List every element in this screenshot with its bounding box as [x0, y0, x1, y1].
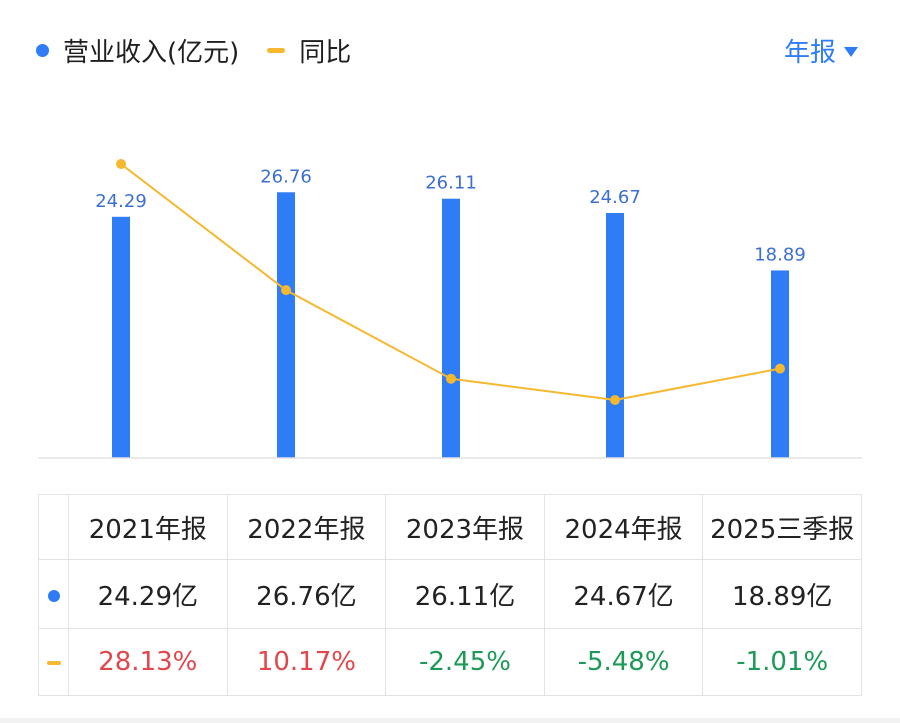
table-header-cell: 2021年报: [68, 494, 228, 560]
yoy-cell: 28.13%: [68, 628, 228, 696]
revenue-data-label: 26.76: [260, 166, 312, 187]
table-header-cell: 2022年报: [226, 494, 387, 560]
revenue-bar: [112, 216, 130, 458]
legend-revenue: 营业收入(亿元): [36, 32, 239, 69]
revenue-bars: [112, 192, 789, 458]
yoy-point: [446, 373, 456, 384]
revenue-dot-icon: [47, 590, 60, 602]
yoy-cell: -1.01%: [702, 628, 862, 696]
yoy-cell: -5.48%: [543, 628, 704, 696]
revenue-data-label: 26.11: [425, 173, 477, 194]
yoy-point: [116, 159, 126, 169]
revenue-cell: 24.67亿: [543, 559, 704, 629]
table-header-cell: 2023年报: [385, 494, 545, 560]
revenue-bar-labels: 24.29 26.76 26.11 24.67 18.89: [95, 166, 806, 265]
yoy-point: [775, 363, 785, 374]
revenue-cell: 26.76亿: [226, 559, 387, 629]
legend-yoy-dash-icon: [267, 47, 286, 53]
data-table: 2021年报 2022年报 2023年报 2024年报 2025三季报 24.2…: [38, 494, 862, 696]
table-corner-cell: [38, 494, 69, 560]
revenue-cell: 18.89亿: [702, 559, 862, 629]
table-row-yoy: 28.13% 10.17% -2.45% -5.48% -1.01%: [38, 628, 862, 696]
revenue-cell: 26.11亿: [385, 559, 545, 629]
yoy-dash-icon: [46, 660, 61, 665]
bottom-divider: [0, 718, 900, 723]
revenue-data-label: 24.29: [95, 191, 147, 212]
yoy-point: [281, 285, 291, 296]
revenue-bar: [606, 213, 624, 458]
revenue-bar: [442, 198, 460, 458]
legend-revenue-label: 营业收入(亿元): [63, 37, 240, 68]
yoy-cell: 10.17%: [226, 628, 387, 696]
chart-legend: 营业收入(亿元) 同比: [36, 30, 351, 70]
combo-chart: 24.29 26.76 26.11 24.67 18.89: [38, 159, 862, 459]
table-header-cell: 2024年报: [543, 494, 704, 560]
table-header-row: 2021年报 2022年报 2023年报 2024年报 2025三季报: [38, 494, 862, 560]
yoy-row-marker: [38, 628, 69, 696]
legend-revenue-dot-icon: [36, 43, 49, 57]
table-header-cell: 2025三季报: [702, 494, 862, 560]
yoy-point: [610, 395, 620, 405]
revenue-data-label: 18.89: [754, 244, 806, 265]
yoy-points: [116, 159, 785, 405]
revenue-row-marker: [38, 559, 69, 629]
legend-yoy-label: 同比: [299, 37, 352, 68]
revenue-bar: [277, 192, 295, 458]
chevron-down-icon[interactable]: [844, 46, 858, 57]
legend-yoy: 同比: [239, 32, 351, 69]
revenue-data-label: 24.67: [589, 187, 641, 208]
revenue-cell: 24.29亿: [68, 559, 228, 629]
yoy-cell: -2.45%: [385, 628, 545, 696]
period-selector[interactable]: 年报: [784, 30, 858, 70]
period-selector-label[interactable]: 年报: [783, 37, 836, 68]
table-row-revenue: 24.29亿 26.76亿 26.11亿 24.67亿 18.89亿: [38, 559, 862, 629]
